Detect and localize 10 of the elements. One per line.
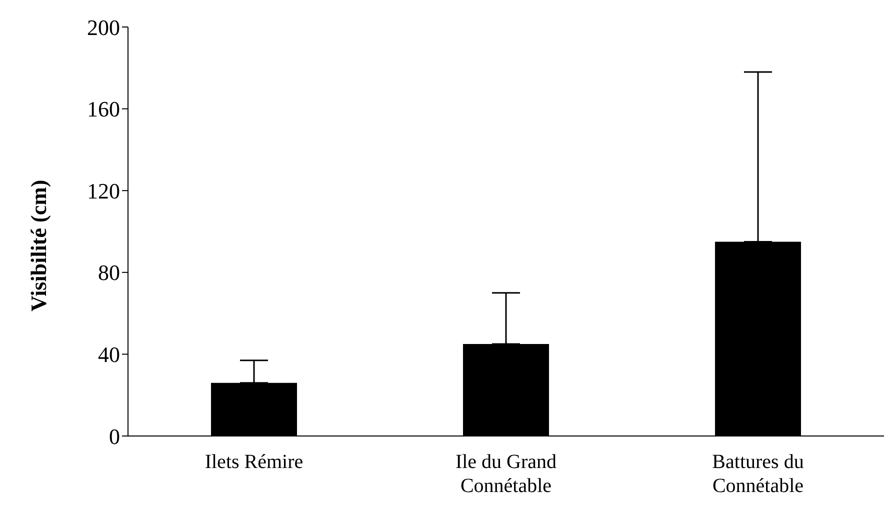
x-tick-label: Ile du Grand Connétable bbox=[455, 451, 557, 497]
x-tick-label: Ilets Rémire bbox=[204, 451, 304, 473]
x-tick-label: Battures du Connétable bbox=[712, 451, 804, 497]
y-tick-label: 80 bbox=[98, 260, 120, 286]
y-tick-label: 120 bbox=[87, 178, 120, 204]
y-tick-label: 160 bbox=[87, 96, 120, 122]
y-tick-label: 200 bbox=[87, 14, 120, 40]
y-tick-label: 40 bbox=[98, 342, 120, 368]
y-axis-title: Visibilité (cm) bbox=[26, 180, 51, 312]
y-tick-label: 0 bbox=[109, 424, 120, 449]
